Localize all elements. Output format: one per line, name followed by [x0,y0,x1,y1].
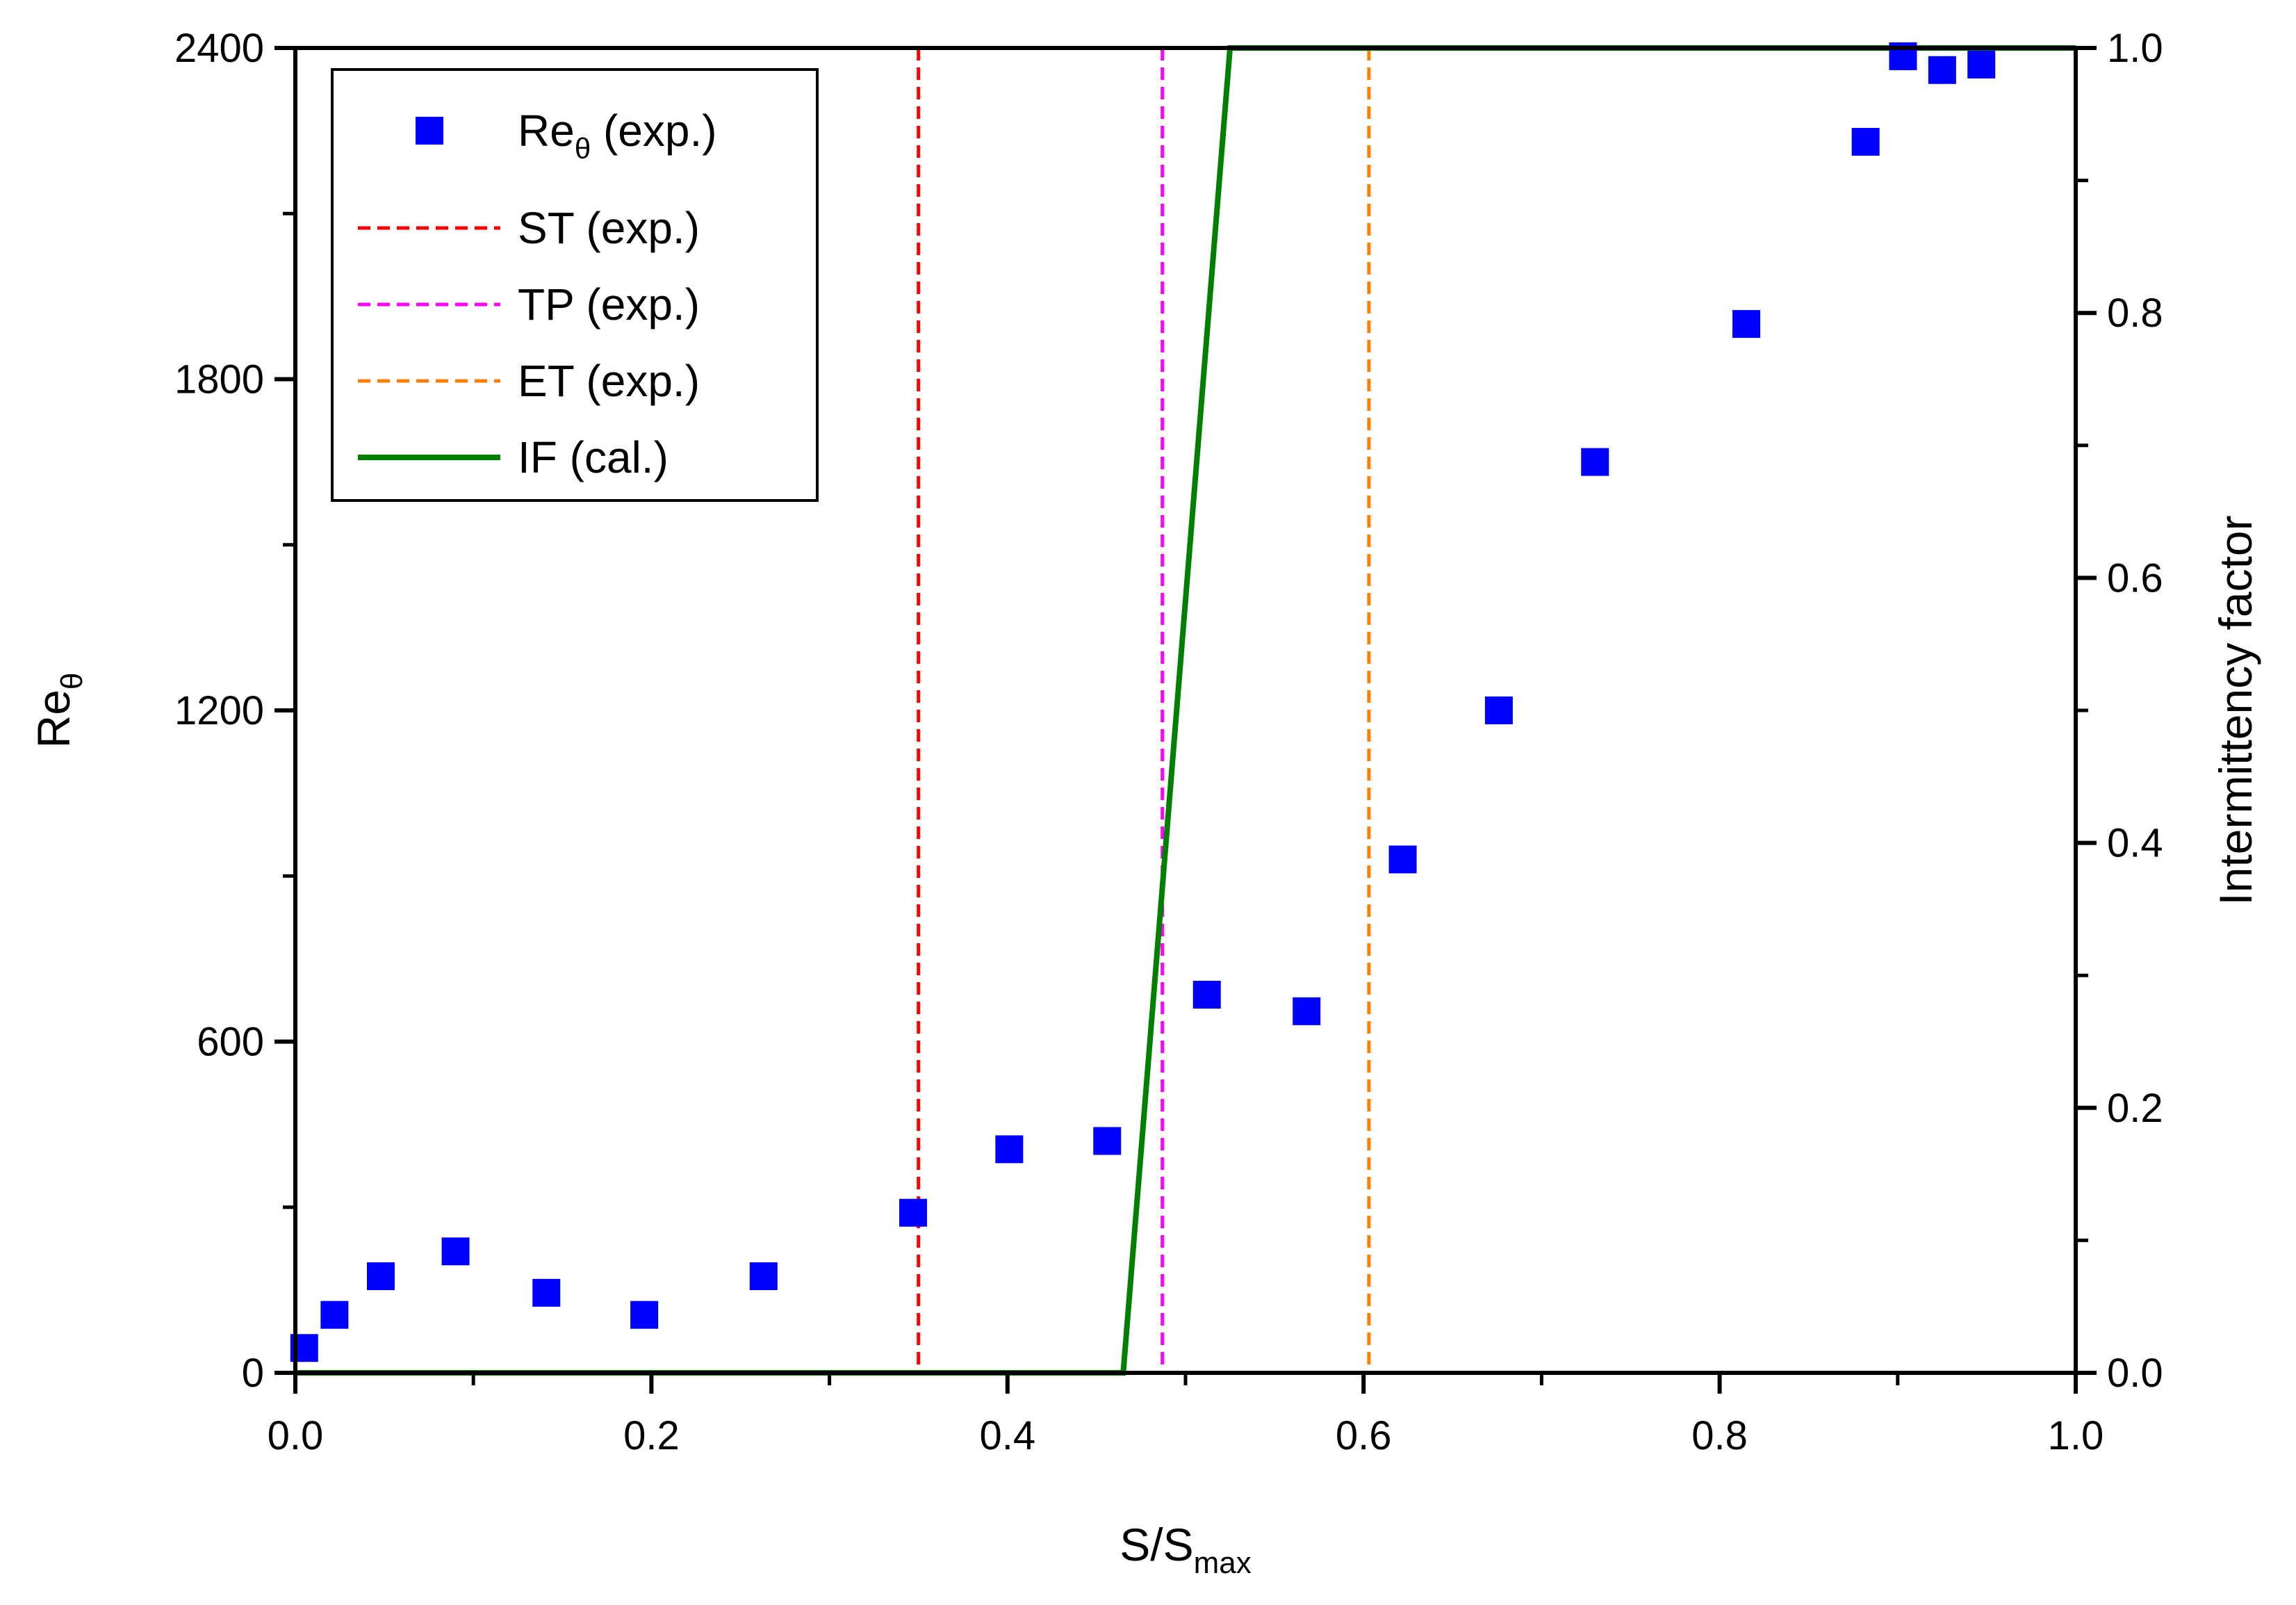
data-point [630,1301,659,1329]
data-point [749,1262,778,1291]
legend-label: ST (exp.) [518,203,700,253]
y2-tick-label: 0.8 [2107,291,2163,336]
data-point [1293,997,1321,1025]
x-tick-label: 0.0 [268,1413,324,1458]
x-tick-label: 0.6 [1336,1413,1392,1458]
data-point [1192,980,1221,1009]
data-point [366,1262,395,1291]
data-point [1732,310,1761,339]
y-tick-label: 2400 [174,26,264,71]
data-points [290,42,1996,1362]
legend-label: IF (cal.) [518,432,669,482]
y-axis-title: Reθ [28,673,89,749]
y2-tick-label: 0.4 [2107,821,2163,866]
x-axis-title: S/Smax [1120,1519,1252,1580]
data-point [441,1237,470,1266]
axes: 0.0 0.2 0.4 0.6 0.8 1.0 0 600 1200 1800 2400 0.0 0.2… [174,26,2163,1458]
data-point [320,1301,349,1329]
y-tick-label: 0 [242,1351,264,1396]
y2-tick-label: 1.0 [2107,26,2163,71]
legend-box [331,68,819,502]
legend-label: Reθ (exp.) [518,106,717,165]
legend-label: TP (exp.) [518,279,700,329]
data-point [1851,128,1880,156]
y-tick-label: 1200 [174,688,264,733]
data-point [1484,696,1513,724]
y2-tick-label: 0.2 [2107,1086,2163,1131]
data-point [995,1135,1024,1164]
x-tick-label: 0.8 [1691,1413,1748,1458]
data-point [1093,1127,1122,1155]
legend-marker-scatter [416,117,443,145]
y2-axis-title: Intermittency factor [2210,515,2261,905]
y-tick-label: 1800 [174,357,264,402]
y-tick-label: 600 [197,1020,264,1065]
data-point [1967,50,1996,79]
data-point [1388,845,1417,874]
x-tick-label: 1.0 [2048,1413,2104,1458]
reference-lines [917,48,1371,1373]
x-tick-label: 0.4 [979,1413,1035,1458]
data-point [899,1198,928,1227]
legend: Reθ (exp.) ST (exp.) TP (exp.) ET (exp.) IF … [331,68,819,502]
data-point [532,1278,561,1307]
legend-label: ET (exp.) [518,356,700,406]
data-point [1581,448,1609,476]
y2-tick-label: 0.0 [2107,1351,2163,1396]
y2-tick-label: 0.6 [2107,555,2163,601]
data-point [1928,56,1956,84]
x-tick-label: 0.2 [623,1413,680,1458]
